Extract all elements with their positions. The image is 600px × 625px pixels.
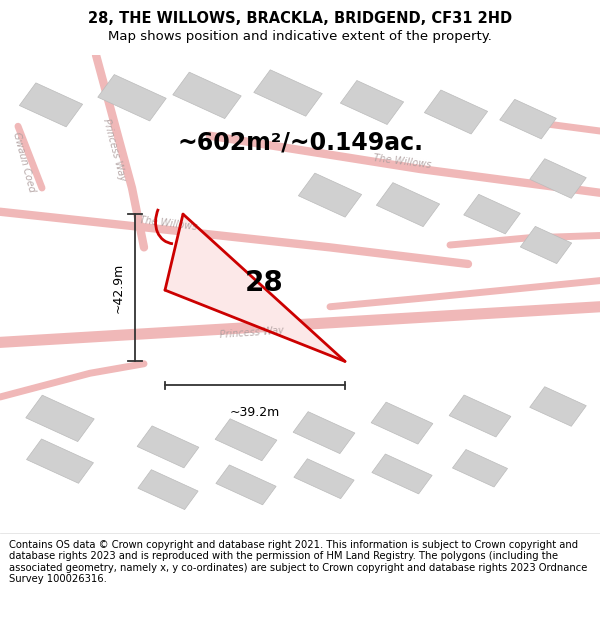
Polygon shape (137, 426, 199, 468)
Text: ~39.2m: ~39.2m (230, 406, 280, 419)
Polygon shape (340, 81, 404, 124)
Polygon shape (520, 226, 572, 264)
Text: The Willows: The Willows (373, 153, 431, 171)
Polygon shape (500, 99, 556, 139)
Text: 28, THE WILLOWS, BRACKLA, BRIDGEND, CF31 2HD: 28, THE WILLOWS, BRACKLA, BRIDGEND, CF31… (88, 11, 512, 26)
Polygon shape (138, 469, 198, 509)
Text: Contains OS data © Crown copyright and database right 2021. This information is : Contains OS data © Crown copyright and d… (9, 539, 587, 584)
Polygon shape (19, 83, 83, 127)
Polygon shape (376, 182, 440, 227)
Polygon shape (424, 90, 488, 134)
Polygon shape (165, 214, 345, 361)
Polygon shape (530, 159, 586, 198)
Text: 28: 28 (245, 269, 283, 297)
Text: Gwaun Coed: Gwaun Coed (11, 131, 37, 193)
Text: ~602m²/~0.149ac.: ~602m²/~0.149ac. (177, 131, 423, 155)
Text: The Willows: The Willows (139, 215, 197, 232)
Polygon shape (530, 387, 586, 426)
Polygon shape (98, 74, 166, 121)
Text: Princess Way: Princess Way (220, 326, 284, 340)
Polygon shape (449, 395, 511, 437)
Text: Map shows position and indicative extent of the property.: Map shows position and indicative extent… (108, 30, 492, 43)
Polygon shape (298, 173, 362, 217)
Polygon shape (294, 459, 354, 499)
Polygon shape (215, 419, 277, 461)
Polygon shape (26, 439, 94, 483)
Polygon shape (293, 412, 355, 454)
Text: ~42.9m: ~42.9m (112, 262, 125, 313)
Polygon shape (254, 70, 322, 116)
Polygon shape (216, 465, 276, 505)
Polygon shape (371, 402, 433, 444)
Text: Princess Way: Princess Way (101, 118, 127, 182)
Polygon shape (173, 72, 241, 119)
Polygon shape (464, 194, 520, 234)
Polygon shape (452, 449, 508, 487)
Polygon shape (372, 454, 432, 494)
Polygon shape (26, 395, 94, 441)
